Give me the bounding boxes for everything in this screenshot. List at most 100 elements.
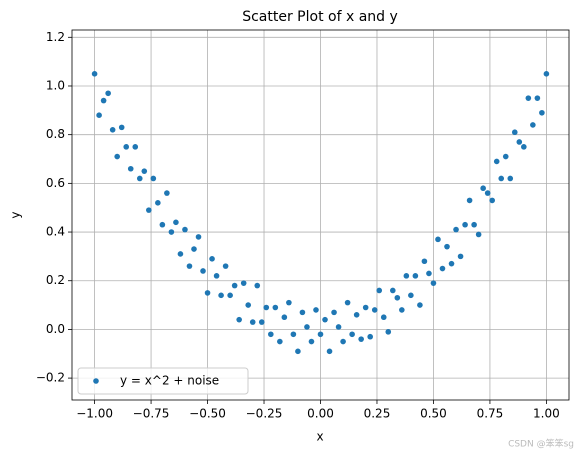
y-tick-label: 0.6: [46, 176, 65, 190]
x-tick-label: −1.00: [76, 407, 113, 421]
point: [340, 338, 346, 345]
point: [209, 256, 215, 262]
y-tick-label: 1.0: [46, 78, 65, 92]
y-tick-label: 0.0: [46, 322, 65, 336]
chart-title: Scatter Plot of x and y: [242, 9, 398, 25]
point: [525, 95, 532, 101]
point: [195, 234, 202, 240]
point: [399, 307, 405, 313]
point: [177, 251, 184, 257]
point: [100, 97, 107, 104]
point: [200, 268, 206, 274]
point: [530, 122, 536, 128]
point: [322, 316, 328, 323]
point: [277, 338, 283, 345]
point: [417, 302, 423, 308]
point: [521, 144, 527, 150]
point: [389, 287, 396, 294]
point: [164, 190, 170, 196]
point: [204, 290, 211, 296]
point: [480, 185, 486, 192]
point: [475, 231, 482, 238]
point: [507, 175, 514, 182]
point: [313, 307, 319, 313]
point: [444, 243, 450, 250]
point: [430, 280, 437, 286]
point: [173, 219, 179, 226]
point: [439, 265, 446, 272]
point: [511, 129, 518, 136]
point: [489, 197, 495, 204]
point: [109, 127, 116, 133]
point: [349, 331, 355, 338]
x-tick-label: 0.50: [420, 407, 447, 421]
point: [290, 331, 297, 338]
point: [146, 207, 152, 213]
point: [484, 190, 491, 196]
point: [123, 144, 130, 150]
y-axis-label: y: [9, 211, 23, 218]
point: [457, 253, 464, 260]
x-tick-label: −0.25: [246, 407, 283, 421]
point: [127, 165, 134, 172]
point: [408, 292, 414, 299]
legend-box: [77, 367, 249, 395]
point: [245, 302, 252, 308]
point: [118, 124, 125, 131]
point: [268, 331, 274, 338]
point: [136, 175, 143, 182]
point: [191, 246, 197, 252]
point: [281, 314, 288, 321]
x-tick-label: 1.00: [533, 407, 560, 421]
point: [182, 226, 188, 233]
legend-marker: [93, 378, 99, 384]
x-tick-label: −0.50: [189, 407, 226, 421]
point: [218, 292, 224, 299]
point: [376, 287, 383, 294]
point: [168, 229, 175, 235]
point: [358, 336, 364, 342]
point: [394, 294, 401, 301]
point: [249, 319, 256, 325]
y-tick-label: 0.8: [46, 127, 65, 141]
point: [240, 280, 247, 286]
y-tick-label: 1.2: [46, 30, 65, 44]
x-tick-label: 0.25: [364, 407, 391, 421]
point: [516, 139, 523, 145]
watermark: CSDN @笨笨sg: [508, 438, 574, 450]
point: [543, 71, 550, 77]
point: [493, 158, 500, 165]
point: [462, 221, 468, 228]
x-tick-label: 0.75: [477, 407, 504, 421]
point: [412, 273, 419, 279]
point: [344, 299, 351, 306]
x-axis-label: x: [316, 430, 323, 444]
point: [150, 175, 157, 182]
point: [299, 309, 306, 316]
plot-frame: [71, 29, 570, 401]
point: [331, 309, 337, 316]
point: [453, 226, 459, 233]
y-tick-label: −0.2: [36, 371, 65, 385]
point: [435, 236, 441, 243]
legend-label: y = x^2 + noise: [120, 374, 219, 388]
point: [295, 348, 301, 355]
y-tick-label: 0.4: [46, 225, 65, 239]
point: [385, 329, 392, 335]
point: [236, 316, 242, 323]
point: [539, 109, 545, 116]
point: [258, 319, 265, 325]
point: [155, 200, 161, 206]
point: [114, 153, 120, 160]
point: [448, 260, 455, 267]
point: [91, 71, 98, 77]
point: [286, 299, 292, 306]
point: [272, 304, 279, 311]
point: [371, 307, 378, 313]
point: [141, 168, 148, 174]
y-tick-label: 0.2: [46, 273, 65, 287]
point: [96, 112, 102, 118]
point: [471, 221, 477, 228]
point: [426, 270, 432, 277]
